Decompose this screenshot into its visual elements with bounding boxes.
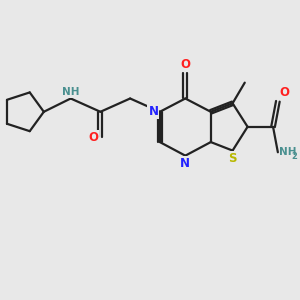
Text: NH: NH — [62, 87, 80, 97]
Text: N: N — [148, 105, 158, 118]
Text: O: O — [88, 131, 98, 144]
Text: S: S — [228, 152, 237, 165]
Text: O: O — [279, 86, 289, 99]
Text: N: N — [180, 157, 190, 170]
Text: 2: 2 — [291, 152, 297, 161]
Text: NH: NH — [279, 147, 297, 157]
Text: O: O — [180, 58, 190, 71]
